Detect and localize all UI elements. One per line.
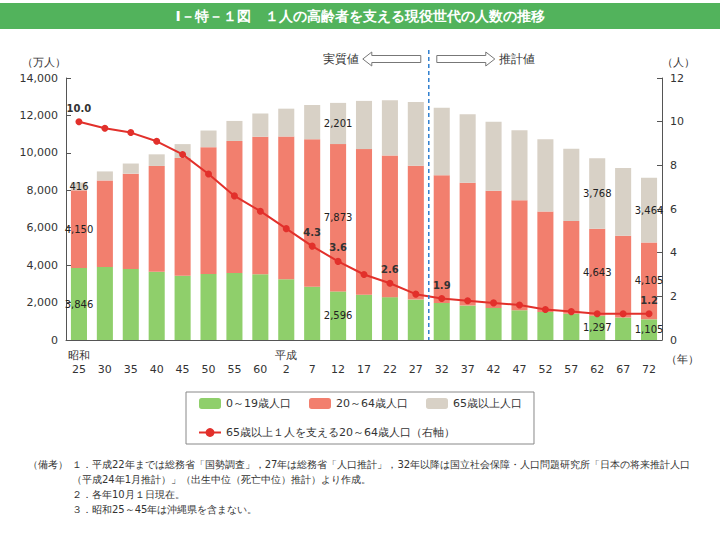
svg-text:1,297: 1,297 [583,322,612,333]
svg-text:20～64歳人口: 20～64歳人口 [336,397,408,410]
svg-text:8: 8 [670,159,677,172]
svg-text:1,105: 1,105 [635,324,664,335]
svg-text:32: 32 [435,363,449,376]
svg-text:42: 42 [487,363,501,376]
svg-text:47: 47 [512,363,526,376]
svg-text:10.0: 10.0 [67,103,92,114]
svg-text:12,000: 12,000 [20,109,59,122]
svg-text:0: 0 [51,334,58,347]
svg-text:10: 10 [670,115,684,128]
svg-text:2,201: 2,201 [324,118,353,129]
svg-text:17: 17 [357,363,371,376]
svg-text:4,000: 4,000 [27,259,59,272]
svg-text:52: 52 [538,363,552,376]
svg-text:30: 30 [98,363,112,376]
svg-text:2,000: 2,000 [27,296,59,309]
svg-text:7,873: 7,873 [324,212,353,223]
svg-text:2: 2 [670,290,677,303]
html-text:Ⅰ－特－１図 １人の高齢者を支える現役世代の人数の推移: Ⅰ－特－１図 １人の高齢者を支える現役世代の人数の推移 [175,8,545,24]
svg-text:50: 50 [202,363,216,376]
html-text:１．平成22年までは総務省「国勢調査」，27年は総務省「人口: １．平成22年までは総務省「国勢調査」，27年は総務省「人口推計」，32年以降は… [72,459,691,485]
svg-text:3,846: 3,846 [65,299,94,310]
svg-text:3,768: 3,768 [583,188,612,199]
svg-text:（年）: （年） [666,353,699,366]
svg-text:65歳以上１人を支える20～64歳人口（右軸）: 65歳以上１人を支える20～64歳人口（右軸） [226,426,455,439]
svg-text:14,000: 14,000 [20,72,59,85]
svg-text:4,150: 4,150 [65,224,94,235]
html-text:３．昭和25～45年は沖縄県を含まない。: ３．昭和25～45年は沖縄県を含まない。 [72,504,258,515]
svg-text:55: 55 [227,363,241,376]
svg-text:6,000: 6,000 [27,221,59,234]
svg-text:65歳以上人口: 65歳以上人口 [453,397,522,410]
svg-text:実質値: 実質値 [323,52,359,66]
svg-text:7: 7 [309,363,316,376]
svg-text:1.2: 1.2 [640,295,658,306]
svg-text:1.9: 1.9 [433,280,451,291]
svg-text:推計値: 推計値 [499,52,535,66]
html-text:（備考）: （備考） [28,459,68,470]
svg-text:平成: 平成 [275,349,297,362]
svg-text:35: 35 [124,363,138,376]
svg-text:60: 60 [253,363,267,376]
svg-text:3.6: 3.6 [329,242,347,253]
svg-text:40: 40 [150,363,164,376]
svg-text:4.3: 4.3 [303,227,321,238]
svg-text:昭和: 昭和 [68,349,90,362]
svg-text:22: 22 [383,363,397,376]
svg-text:72: 72 [642,363,656,376]
svg-text:0: 0 [670,334,677,347]
svg-text:25: 25 [72,363,86,376]
svg-text:10,000: 10,000 [20,146,59,159]
svg-text:4,643: 4,643 [583,267,612,278]
svg-text:2: 2 [283,363,290,376]
svg-text:45: 45 [176,363,190,376]
svg-text:62: 62 [590,363,604,376]
svg-text:3,464: 3,464 [635,205,664,216]
svg-text:57: 57 [564,363,578,376]
svg-text:27: 27 [409,363,423,376]
svg-text:0～19歳人口: 0～19歳人口 [226,397,291,410]
svg-text:（万人）: （万人） [22,56,66,69]
svg-text:12: 12 [331,363,345,376]
svg-text:（人）: （人） [662,56,695,69]
svg-text:2,596: 2,596 [324,310,353,321]
svg-text:12: 12 [670,72,684,85]
svg-text:67: 67 [616,363,630,376]
svg-text:2.6: 2.6 [381,264,399,275]
svg-text:8,000: 8,000 [27,184,59,197]
svg-text:416: 416 [69,181,88,192]
svg-text:37: 37 [461,363,475,376]
svg-text:6: 6 [670,203,677,216]
svg-text:4: 4 [670,246,677,259]
html-text:２．各年10月１日現在。: ２．各年10月１日現在。 [72,489,185,500]
svg-text:4,105: 4,105 [635,275,664,286]
